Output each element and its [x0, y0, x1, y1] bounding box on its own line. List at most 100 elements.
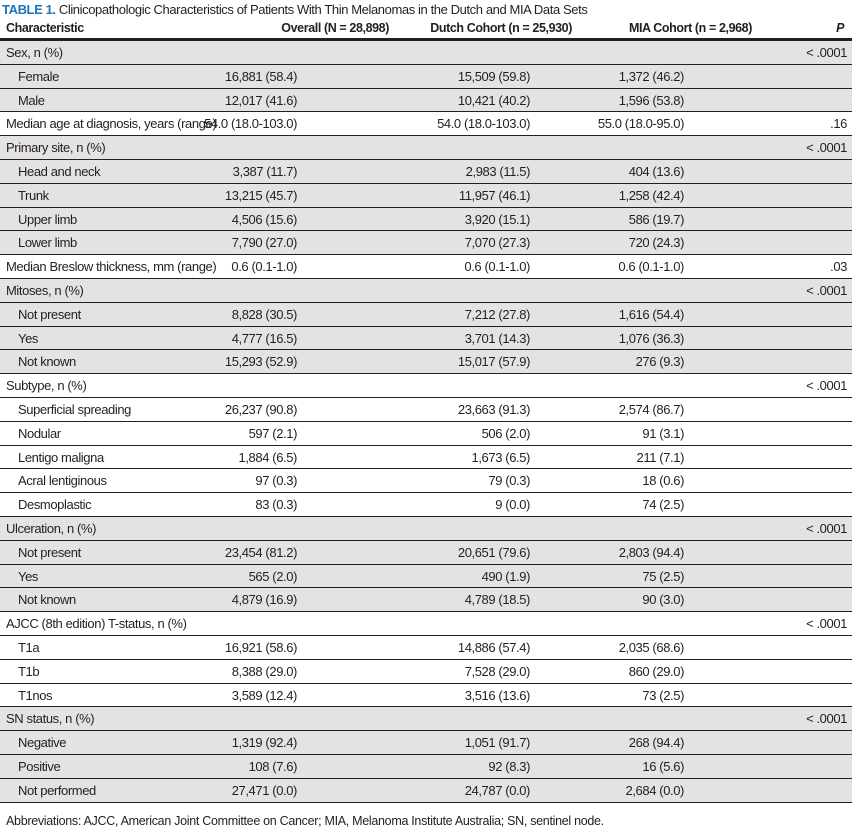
table-row: Lentigo maligna 1,884 (6.5) 1,673 (6.5) 211…	[0, 446, 852, 470]
cell-characteristic: T1a	[18, 639, 40, 655]
cell-characteristic: Not performed	[18, 782, 96, 798]
cell-characteristic: Not present	[18, 306, 81, 322]
table-row: Female 16,881 (58.4) 15,509 (59.8) 1,372 (4…	[0, 64, 852, 89]
table-caption: Clinicopathologic Characteristics of Pat…	[58, 2, 588, 17]
cell-p: < .0001	[806, 140, 847, 156]
cell-overall: 27,471 (0.0)	[231, 782, 298, 798]
cell-dutch: 0.6 (0.1-1.0)	[464, 259, 530, 275]
table-row: Superficial spreading 26,237 (90.8) 23,663…	[0, 398, 852, 422]
table-row: Negative 1,319 (92.4) 1,051 (91.7) 268 (94.…	[0, 731, 852, 755]
cell-characteristic: Primary site, n (%)	[6, 140, 106, 156]
table-body: Sex, n (%) < .0001 Female 16,881 (58.4) 15,5…	[0, 41, 852, 803]
cell-mia: 55.0 (18.0-95.0)	[597, 116, 685, 132]
table-group-row: Sex, n (%) < .0001	[0, 41, 852, 65]
cell-overall: 4,777 (16.5)	[231, 330, 298, 346]
cell-dutch: 92 (8.3)	[488, 758, 530, 774]
cell-characteristic: Positive	[18, 758, 61, 774]
table-row: Yes 4,777 (16.5) 3,701 (14.3) 1,076 (36.3)	[0, 326, 852, 351]
cell-characteristic: SN status, n (%)	[6, 711, 95, 727]
cell-characteristic: Not known	[18, 592, 76, 608]
table-row: Not present 23,454 (81.2) 20,651 (79.6) 2,8…	[0, 540, 852, 565]
cell-p: .16	[830, 116, 847, 132]
table-title: TABLE 1. Clinicopathologic Characteristi…	[2, 2, 588, 17]
cell-characteristic: Median Breslow thickness, mm (range)	[6, 259, 217, 275]
cell-mia: 1,258 (42.4)	[618, 187, 685, 203]
cell-dutch: 7,070 (27.3)	[464, 235, 531, 251]
cell-mia: 2,684 (0.0)	[625, 782, 685, 798]
cell-characteristic: Lentigo maligna	[18, 449, 104, 465]
cell-dutch: 15,017 (57.9)	[457, 354, 531, 370]
cell-dutch: 4,789 (18.5)	[464, 592, 531, 608]
header-dutch: Dutch Cohort (n = 25,930)	[430, 21, 572, 35]
cell-mia: 404 (13.6)	[628, 163, 685, 179]
cell-characteristic: T1b	[18, 663, 40, 679]
cell-characteristic: Nodular	[18, 425, 61, 441]
cell-mia: 276 (9.3)	[635, 354, 685, 370]
cell-p: < .0001	[806, 45, 847, 60]
cell-overall: 16,881 (58.4)	[224, 68, 298, 84]
cell-dutch: 7,528 (29.0)	[464, 663, 531, 679]
cell-characteristic: Negative	[18, 735, 67, 751]
table-row: Desmoplastic 83 (0.3) 9 (0.0) 74 (2.5)	[0, 493, 852, 517]
cell-characteristic: Mitoses, n (%)	[6, 282, 84, 298]
cell-mia: 860 (29.0)	[628, 663, 685, 679]
cell-characteristic: Head and neck	[18, 163, 101, 179]
cell-p: < .0001	[806, 378, 847, 394]
cell-overall: 108 (7.6)	[248, 758, 298, 774]
table-row: Not present 8,828 (30.5) 7,212 (27.8) 1,616…	[0, 302, 852, 327]
cell-overall: 3,589 (12.4)	[231, 687, 298, 703]
cell-dutch: 24,787 (0.0)	[464, 782, 531, 798]
cell-overall: 16,921 (58.6)	[224, 639, 298, 655]
cell-dutch: 3,920 (15.1)	[464, 211, 531, 227]
cell-overall: 565 (2.0)	[248, 568, 298, 584]
table-row: T1b 8,388 (29.0) 7,528 (29.0) 860 (29.0)	[0, 660, 852, 684]
cell-mia: 1,596 (53.8)	[618, 92, 685, 108]
cell-p: < .0001	[806, 711, 847, 727]
cell-p: < .0001	[806, 282, 847, 298]
cell-mia: 720 (24.3)	[628, 235, 685, 251]
table-row: Not performed 27,471 (0.0) 24,787 (0.0) 2,6…	[0, 778, 852, 803]
cell-characteristic: Subtype, n (%)	[6, 378, 87, 394]
header-mia: MIA Cohort (n = 2,968)	[628, 21, 752, 35]
cell-characteristic: Not present	[18, 544, 81, 560]
cell-dutch: 490 (1.9)	[481, 568, 531, 584]
table-row: Yes 565 (2.0) 490 (1.9) 75 (2.5)	[0, 564, 852, 589]
cell-mia: 90 (3.0)	[642, 592, 684, 608]
cell-p: .03	[830, 259, 847, 275]
cell-characteristic: Not known	[18, 354, 76, 370]
cell-characteristic: AJCC (8th edition) T-status, n (%)	[6, 616, 187, 632]
cell-overall: 4,879 (16.9)	[231, 592, 298, 608]
cell-p: < .0001	[806, 616, 847, 632]
cell-characteristic: Upper limb	[18, 211, 77, 227]
table-group-row: AJCC (8th edition) T-status, n (%) < .000…	[0, 612, 852, 636]
cell-dutch: 14,886 (57.4)	[457, 639, 531, 655]
cell-dutch: 20,651 (79.6)	[457, 544, 531, 560]
cell-mia: 1,372 (46.2)	[618, 68, 685, 84]
table-row: T1a 16,921 (58.6) 14,886 (57.4) 2,035 (68.6…	[0, 636, 852, 660]
cell-dutch: 54.0 (18.0-103.0)	[437, 116, 530, 132]
cell-characteristic: Superficial spreading	[18, 401, 132, 417]
cell-overall: 26,237 (90.8)	[224, 401, 298, 417]
table-group-row: Subtype, n (%) < .0001	[0, 374, 852, 398]
table-header: Characteristic Overall (N = 28,898) Dutc…	[0, 18, 852, 41]
table-row: Male 12,017 (41.6) 10,421 (40.2) 1,596 (53.…	[0, 88, 852, 113]
table-group-row: SN status, n (%) < .0001	[0, 707, 852, 732]
cell-overall: 54.0 (18.0-103.0)	[204, 116, 297, 132]
cell-dutch: 506 (2.0)	[481, 425, 531, 441]
cell-mia: 268 (94.4)	[628, 735, 685, 751]
cell-overall: 15,293 (52.9)	[224, 354, 298, 370]
cell-dutch: 3,701 (14.3)	[464, 330, 531, 346]
header-overall: Overall (N = 28,898)	[281, 21, 389, 35]
cell-characteristic: Sex, n (%)	[6, 45, 63, 60]
cell-overall: 4,506 (15.6)	[231, 211, 298, 227]
header-p: P	[836, 21, 844, 35]
cell-overall: 597 (2.1)	[248, 425, 298, 441]
cell-characteristic: T1nos	[18, 687, 53, 703]
cell-mia: 75 (2.5)	[642, 568, 684, 584]
cell-overall: 23,454 (81.2)	[224, 544, 298, 560]
cell-overall: 12,017 (41.6)	[224, 92, 298, 108]
cell-mia: 2,803 (94.4)	[618, 544, 685, 560]
table-row: Trunk 13,215 (45.7) 11,957 (46.1) 1,258 (42…	[0, 183, 852, 208]
cell-dutch: 2,983 (11.5)	[465, 163, 531, 179]
cell-mia: 2,574 (86.7)	[618, 401, 685, 417]
